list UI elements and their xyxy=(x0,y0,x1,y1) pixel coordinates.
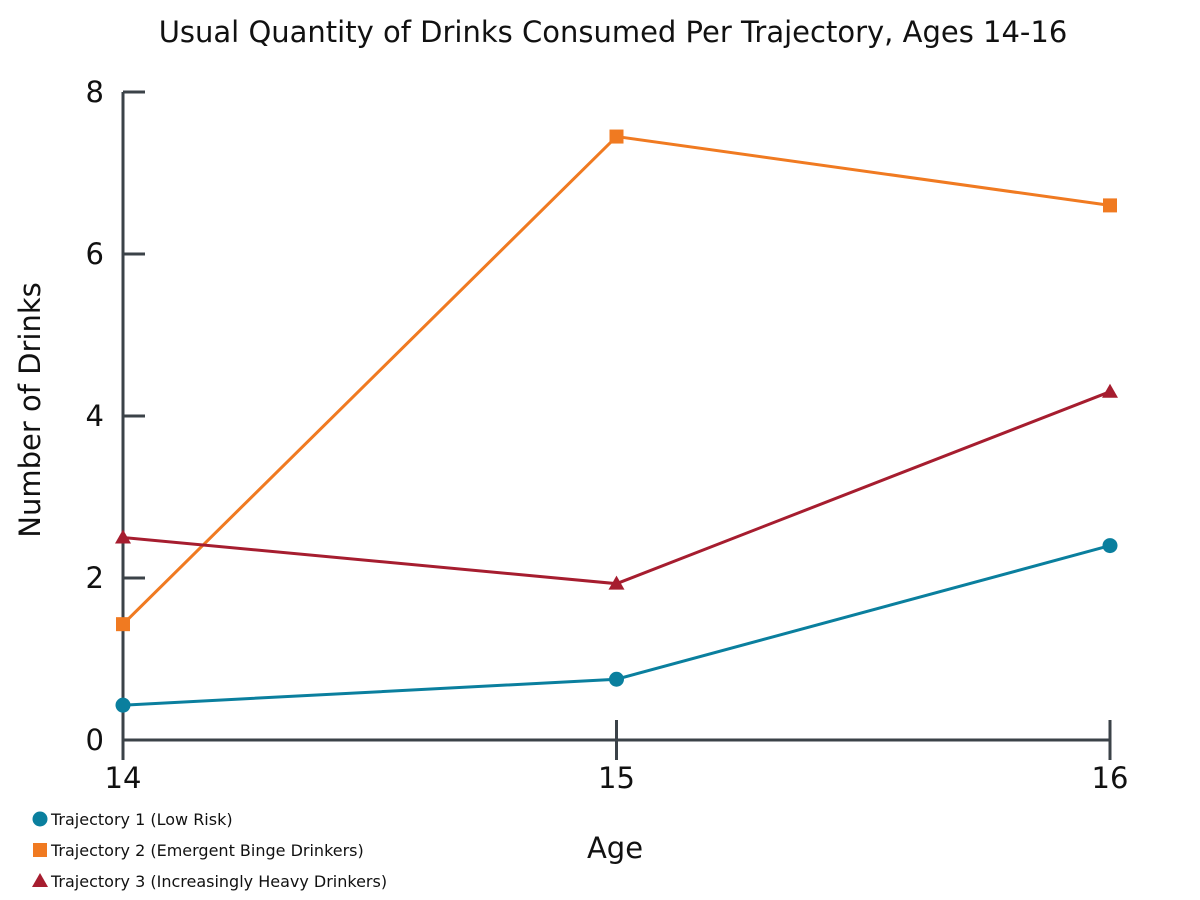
legend: Trajectory 1 (Low Risk) Trajectory 2 (Eme… xyxy=(32,810,387,891)
chart-title: Usual Quantity of Drinks Consumed Per Tr… xyxy=(159,15,1068,49)
legend-marker xyxy=(33,843,47,857)
x-tick-label: 15 xyxy=(598,761,635,795)
data-point xyxy=(115,697,131,713)
legend-label: Trajectory 3 (Increasingly Heavy Drinker… xyxy=(50,872,387,891)
y-tick-label: 4 xyxy=(86,399,104,433)
x-tick-label: 14 xyxy=(105,761,142,795)
y-tick-label: 8 xyxy=(86,75,104,109)
legend-marker xyxy=(32,811,48,827)
x-tick-label: 16 xyxy=(1092,761,1129,795)
data-point xyxy=(116,617,130,632)
x-axis-label: Age xyxy=(587,831,643,865)
axes: 0 2 4 6 8 14 15 16 xyxy=(86,75,1129,795)
legend-item: Trajectory 3 (Increasingly Heavy Drinker… xyxy=(32,872,387,891)
legend-item: Trajectory 1 (Low Risk) xyxy=(32,810,233,829)
y-tick-label: 0 xyxy=(86,723,104,757)
series-line xyxy=(122,390,1111,586)
series-layer xyxy=(115,129,1118,713)
data-point xyxy=(1102,383,1118,398)
legend-item: Trajectory 2 (Emergent Binge Drinkers) xyxy=(33,841,364,860)
legend-label: Trajectory 2 (Emergent Binge Drinkers) xyxy=(50,841,364,860)
y-tick-label: 6 xyxy=(86,237,104,271)
series-2 xyxy=(116,129,1117,632)
data-point xyxy=(608,575,625,590)
legend-label: Trajectory 1 (Low Risk) xyxy=(50,810,233,829)
data-point xyxy=(609,129,624,144)
data-point xyxy=(609,671,624,687)
series-3 xyxy=(115,383,1118,590)
data-point xyxy=(1103,198,1117,213)
data-point xyxy=(115,529,131,544)
data-point xyxy=(1102,538,1118,554)
series-1 xyxy=(115,538,1118,713)
legend-marker xyxy=(32,873,48,887)
y-axis-label: Number of Drinks xyxy=(13,282,47,537)
y-tick-label: 2 xyxy=(86,561,104,595)
